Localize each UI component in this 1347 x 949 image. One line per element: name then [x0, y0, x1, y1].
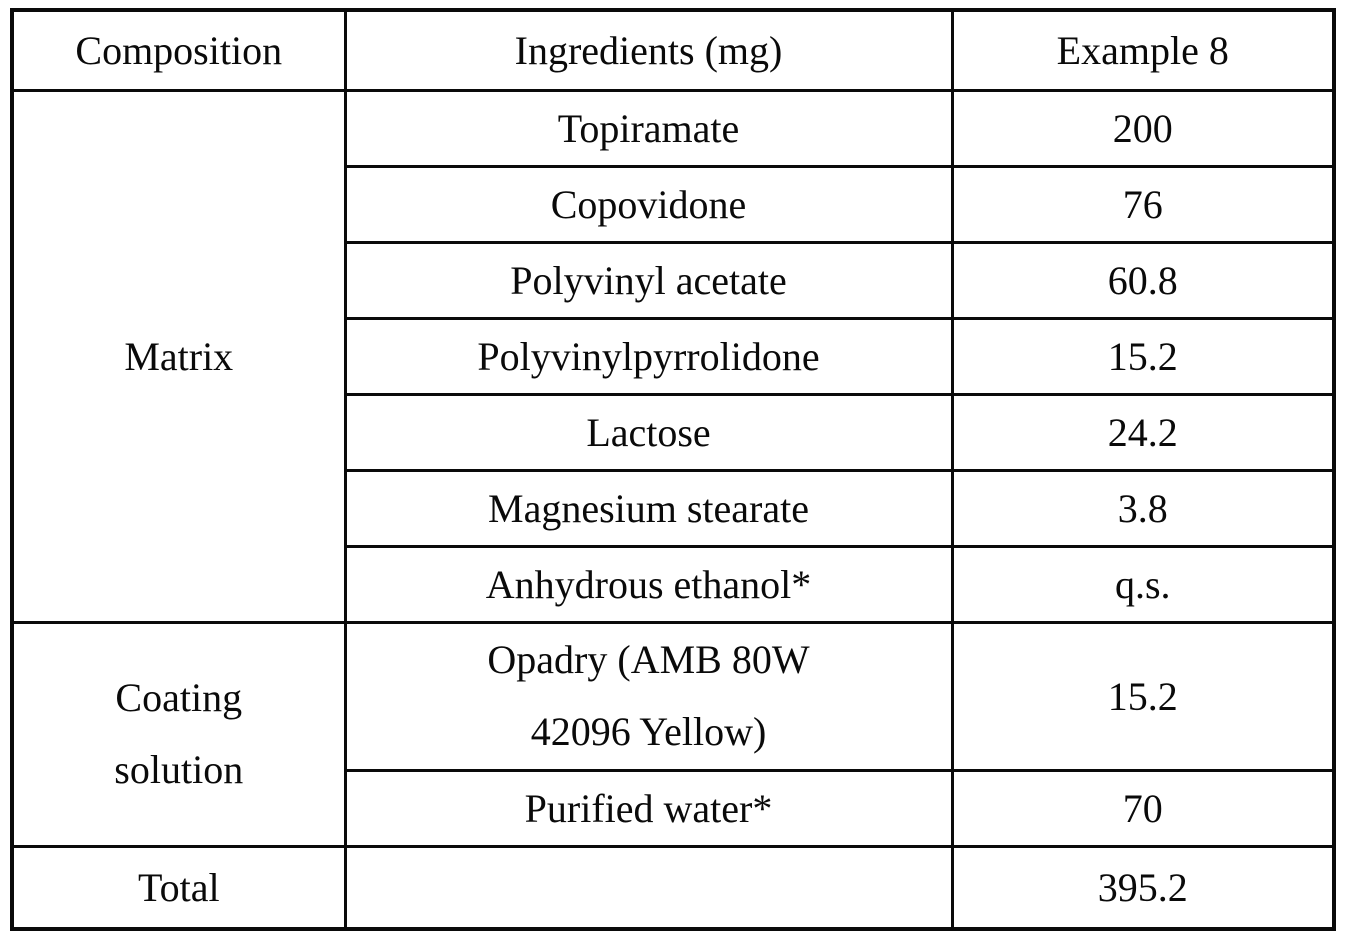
amount-cell: q.s. — [950, 544, 1336, 624]
amount-cell: 200 — [950, 88, 1336, 168]
table-row: Polyvinyl acetate 60.8 — [12, 240, 1336, 320]
table-row: Lactose 24.2 — [12, 392, 1336, 472]
ingredient-cell: Purified water* — [343, 768, 954, 848]
total-label-cell: Total — [10, 844, 347, 931]
total-amount-cell: 395.2 — [950, 844, 1336, 931]
amount-cell: 3.8 — [950, 468, 1336, 548]
total-empty-cell — [343, 844, 954, 931]
composition-table: Composition Ingredients (mg) Example 8 M… — [10, 8, 1336, 931]
col-header-ingredients: Ingredients (mg) — [343, 8, 954, 92]
amount-cell: 76 — [950, 164, 1336, 244]
col-header-composition: Composition — [10, 8, 347, 92]
ingredient-cell: Copovidone — [343, 164, 954, 244]
ingredient-cell: Magnesium stearate — [343, 468, 954, 548]
col-header-example: Example 8 — [950, 8, 1336, 92]
composition-group-coating-solution: Coating solution — [10, 620, 347, 848]
table-row: Matrix Topiramate 200 — [10, 88, 1336, 624]
amount-cell: 60.8 — [950, 240, 1336, 320]
table-row: Coating solution Opadry (AMB 80W 42096 Y… — [10, 620, 1336, 848]
composition-group-matrix: Matrix — [10, 88, 347, 624]
table-row: Purified water* 70 — [12, 768, 1336, 848]
total-row: Total 395.2 — [10, 844, 1336, 931]
ingredient-cell: Lactose — [343, 392, 954, 472]
opadry-ingredient-label: Opadry (AMB 80W 42096 Yellow) — [487, 637, 810, 754]
coating-solution-label: Coating solution — [114, 675, 244, 792]
amount-cell: 15.2 — [950, 316, 1336, 396]
ingredient-cell: Polyvinylpyrrolidone — [343, 316, 954, 396]
ingredient-cell: Opadry (AMB 80W 42096 Yellow) — [343, 620, 954, 772]
ingredient-cell: Anhydrous ethanol* — [343, 544, 954, 624]
table-row: Copovidone 76 — [12, 164, 1336, 244]
table-header-row: Composition Ingredients (mg) Example 8 — [10, 8, 1336, 92]
ingredient-cell: Topiramate — [343, 88, 954, 168]
amount-cell: 15.2 — [950, 620, 1336, 772]
table-row: Polyvinylpyrrolidone 15.2 — [12, 316, 1336, 396]
amount-cell: 24.2 — [950, 392, 1336, 472]
table-row: Anhydrous ethanol* q.s. — [12, 544, 1336, 624]
amount-cell: 70 — [950, 768, 1336, 848]
table-row: Magnesium stearate 3.8 — [12, 468, 1336, 548]
ingredient-cell: Polyvinyl acetate — [343, 240, 954, 320]
